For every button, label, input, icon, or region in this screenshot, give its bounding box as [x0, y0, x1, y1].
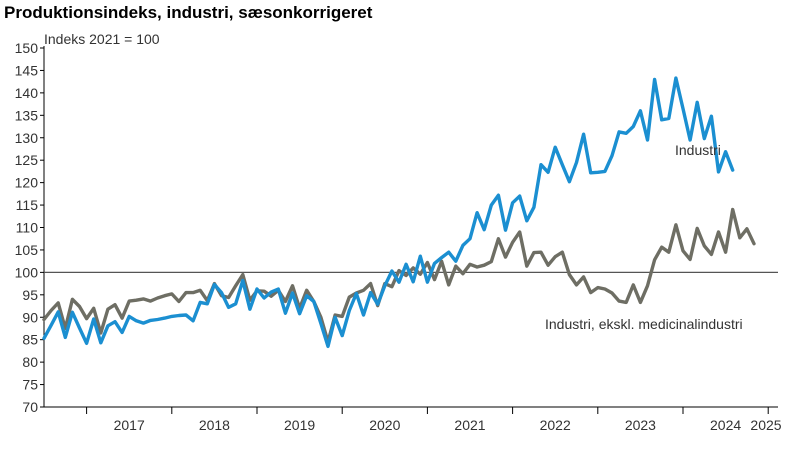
- x-tick-label: 2021: [454, 417, 485, 433]
- y-tick-label: 70: [22, 399, 38, 415]
- unit-label: Indeks 2021 = 100: [44, 31, 160, 47]
- x-tick-label: 2019: [284, 417, 315, 433]
- chart-title: Produktionsindeks, industri, sæsonkorrig…: [4, 3, 373, 22]
- y-tick-label: 145: [15, 62, 39, 78]
- x-tick-label: 2023: [625, 417, 656, 433]
- y-tick-label: 130: [15, 130, 39, 146]
- y-tick-label: 150: [15, 40, 39, 56]
- annotation-ekskl-medicinal: Industri, ekskl. medicinalindustri: [545, 316, 743, 332]
- x-tick-label: 2017: [114, 417, 145, 433]
- y-tick-label: 125: [15, 152, 39, 168]
- y-tick-label: 85: [22, 332, 38, 348]
- y-tick-label: 110: [16, 220, 39, 236]
- series-line-ekskl-medicinal: [42, 207, 756, 344]
- y-tick-label: 120: [15, 175, 39, 191]
- y-tick-label: 75: [22, 377, 38, 393]
- series-line-industri: [42, 76, 735, 349]
- y-tick-label: 100: [15, 264, 39, 280]
- y-tick-label: 80: [22, 354, 38, 370]
- y-tick-label: 105: [15, 242, 39, 258]
- y-tick-label: 115: [16, 197, 39, 213]
- x-tick-label: 2024: [710, 417, 741, 433]
- x-tick-label: 2018: [199, 417, 230, 433]
- x-tick-label: 2020: [369, 417, 400, 433]
- y-tick-label: 90: [22, 309, 38, 325]
- annotation-industri: Industri: [675, 142, 721, 158]
- x-tick-label: 2022: [540, 417, 571, 433]
- y-tick-label: 140: [15, 85, 39, 101]
- y-tick-label: 95: [22, 287, 38, 303]
- x-tick-label: 2025: [750, 417, 781, 433]
- y-tick-label: 135: [15, 107, 39, 123]
